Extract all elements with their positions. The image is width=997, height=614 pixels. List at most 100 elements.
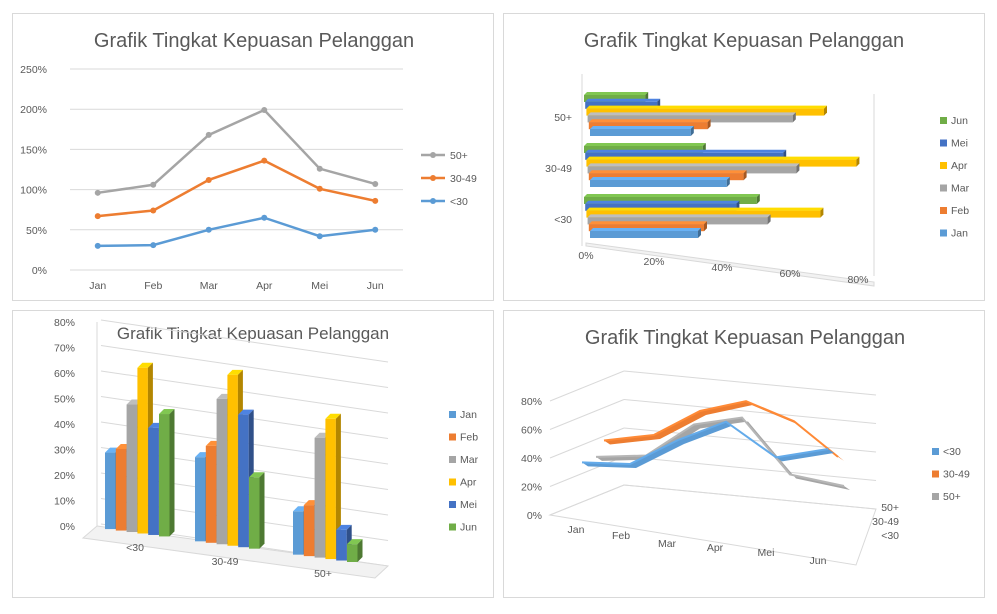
bar-end [756,194,760,204]
category-label: 50+ [554,112,572,124]
data-point [205,131,212,138]
stacked-line-chart: Grafik Tingkat Kepuasan Pelanggan 0% 50% 1… [20,30,477,292]
column [126,404,138,533]
column [205,445,217,543]
legend-label: <30 [450,196,468,208]
bar-top [586,207,824,211]
legend-label: Feb [951,205,969,217]
y-tick-label: 50% [26,225,47,237]
bar-top [587,112,796,116]
column [336,529,347,561]
gridline [100,345,389,388]
bar-end [698,228,701,238]
gridline [100,319,389,363]
side-gridline [549,370,625,402]
legend-label: 30-49 [450,173,477,185]
legend-swatch [449,411,456,418]
series-line [603,400,839,458]
column-top [336,524,352,530]
legend-label: Mar [951,183,970,195]
bar-top [586,105,827,109]
3d-line-chart: Grafik Tingkat Kepuasan Pelanggan 0% 20% 4… [521,327,970,567]
bar-end [690,126,694,136]
y-tick-label: 0% [527,510,542,522]
data-point [150,242,157,249]
y-tick-label: 30% [54,445,75,457]
bar [585,101,658,109]
bar-top [585,149,787,153]
legend-swatch [940,207,947,214]
bar-top [584,143,706,146]
bar [588,173,744,181]
column-top [137,362,153,368]
legend-label: Feb [460,432,478,444]
x-tick-label: Feb [144,280,162,292]
legend-marker [430,152,436,158]
chart-title: Grafik Tingkat Kepuasan Pelanggan [94,30,414,52]
bar [590,180,727,187]
x-tick-label: Jun [367,280,384,292]
legend-label: Jun [460,522,477,534]
bar [590,129,691,136]
bar-end [824,105,827,116]
horizontal-bar-chart: Grafik Tingkat Kepuasan Pelanggan 0% 20% 4… [545,30,970,287]
data-point [150,181,157,188]
legend-label: Apr [951,160,968,172]
legend-swatch [940,162,947,169]
series-line [581,420,829,465]
column [347,544,358,562]
bar [586,210,821,218]
column-top [347,539,363,545]
side-gridline [549,399,625,430]
y-tick-label: 100% [20,185,47,197]
bar-end [707,119,711,130]
bar [586,108,824,116]
column-top [159,409,175,415]
bar-end [704,221,707,232]
column [249,477,260,549]
bar [587,115,793,123]
y-tick-label: 200% [20,104,47,116]
column-side [335,413,341,560]
x-tick-label: Feb [612,530,630,542]
legend-label: 50+ [943,491,961,503]
series-line [595,416,845,487]
legend-marker [430,198,436,204]
x-tick-label: Jun [810,555,827,567]
x-tick-label: Apr [256,280,273,292]
legend-label: 30-49 [943,469,970,481]
legend-swatch [940,229,947,237]
x-tick-label: 60% [779,268,800,280]
chart-title: Grafik Tingkat Kepuasan Pelanggan [117,324,389,343]
x-tick-label: Jan [568,524,585,536]
bar-end [856,156,860,167]
column [303,505,315,557]
bar-top [586,156,860,160]
data-point [372,180,379,187]
bar-top [590,126,694,129]
bar-end [767,214,771,225]
legend-swatch [932,470,939,478]
data-point [372,226,379,233]
data-point [94,189,101,196]
x-tick-label: 40% [711,262,732,274]
legend-swatch [449,433,456,441]
legend-swatch [932,448,939,455]
x-tick-label: 0% [578,250,593,262]
chart-title: Grafik Tingkat Kepuasan Pelanggan [585,327,905,349]
bar-top [585,200,740,204]
category-label: <30 [554,214,572,226]
x-tick-label: Apr [707,542,724,554]
horizontal-bar-chart-panel: Grafik Tingkat Kepuasan Pelanggan 0% 20% 4… [503,13,985,301]
column [159,414,170,537]
column-side [357,539,363,562]
column [115,448,127,531]
bar-top [590,228,701,231]
bar-top [590,177,730,180]
y-tick-label: 60% [521,425,542,437]
column-top [249,472,265,478]
category-label: 30-49 [212,556,239,568]
x-tick-label: Mei [758,547,775,559]
gridline [623,456,877,481]
legend-swatch [932,493,939,500]
